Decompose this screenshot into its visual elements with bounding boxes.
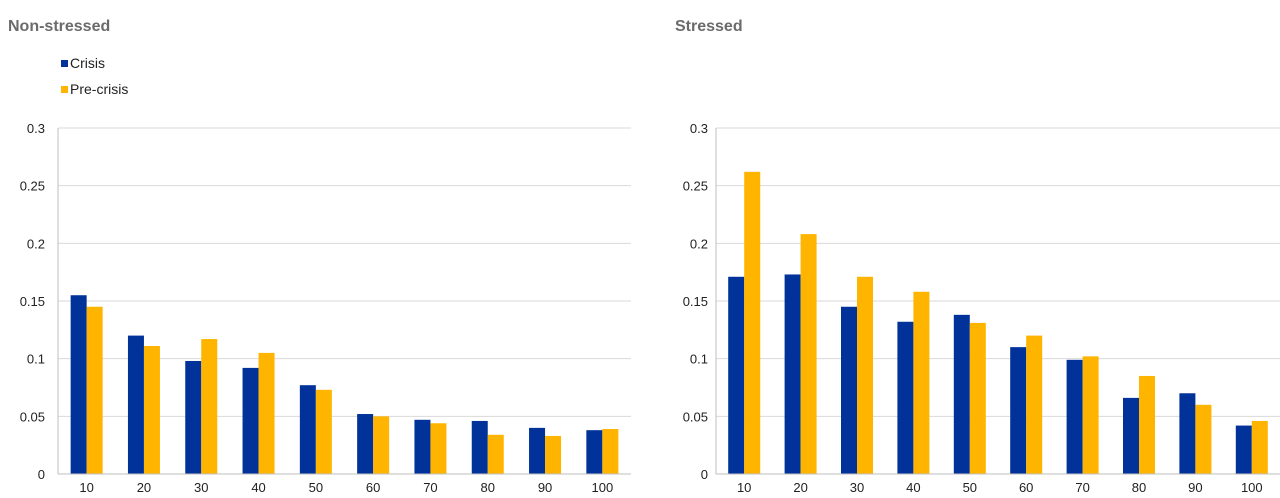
x-tick-label: 30	[194, 480, 208, 495]
legend-swatch-crisis	[61, 60, 68, 67]
bar-pre-crisis-50	[315, 389, 332, 474]
bar-crisis-10	[728, 276, 745, 474]
x-tick-label: 20	[137, 480, 151, 495]
x-tick-label: 40	[251, 480, 265, 495]
x-tick-label: 50	[309, 480, 323, 495]
x-tick-label: 40	[906, 480, 920, 495]
bar-pre-crisis-90	[545, 435, 562, 474]
bar-pre-crisis-70	[1082, 356, 1099, 474]
bar-pre-crisis-30	[857, 276, 873, 474]
y-tick-label: 0	[701, 467, 708, 482]
panel-title-non-stressed: Non-stressed	[8, 18, 110, 35]
bar-pre-crisis-80	[487, 434, 504, 474]
bar-crisis-90	[1179, 393, 1196, 474]
bar-crisis-70	[414, 419, 431, 474]
legend-label-crisis: Crisis	[70, 55, 105, 71]
legend-label-pre-crisis: Pre-crisis	[70, 81, 128, 97]
bar-pre-crisis-10	[744, 171, 761, 474]
y-tick-label: 0.3	[690, 121, 708, 136]
x-tick-label: 80	[1132, 480, 1146, 495]
panel-title-stressed: Stressed	[675, 18, 743, 35]
x-tick-label: 10	[737, 480, 751, 495]
y-tick-label: 0.15	[20, 294, 45, 309]
bar-crisis-80	[1123, 397, 1139, 474]
tick-labels: 0 0.05 0.1 0.15 0.2 0.25 0.3 10 20 30 40 50 60 70 80 90…	[683, 121, 1263, 495]
bar-pre-crisis-40	[913, 291, 930, 474]
tick-labels: 0 0.05 0.1 0.15 0.2 0.25 0.3 10 20 30 40 50 60 70 80 90…	[20, 121, 614, 495]
bar-pre-crisis-80	[1139, 375, 1155, 474]
x-tick-label: 100	[1241, 480, 1263, 495]
bar-crisis-80	[471, 420, 488, 474]
bar-pre-crisis-60	[373, 416, 390, 474]
bar-crisis-100	[1235, 425, 1252, 474]
axes	[715, 128, 1280, 475]
x-tick-label: 100	[591, 480, 613, 495]
y-tick-label: 0.05	[20, 409, 45, 424]
bars	[728, 171, 1268, 474]
y-tick-label: 0.1	[690, 352, 708, 367]
bar-pre-crisis-20	[143, 345, 160, 474]
x-tick-label: 60	[1019, 480, 1033, 495]
bar-pre-crisis-70	[430, 423, 447, 474]
bar-crisis-40	[897, 321, 914, 474]
y-tick-label: 0.15	[683, 294, 708, 309]
bar-pre-crisis-10	[86, 306, 103, 474]
x-tick-label: 10	[79, 480, 93, 495]
bar-pre-crisis-30	[201, 339, 218, 474]
bar-crisis-30	[841, 306, 857, 474]
y-tick-label: 0.2	[690, 236, 708, 251]
bar-pre-crisis-90	[1195, 404, 1212, 474]
x-tick-label: 80	[481, 480, 495, 495]
y-tick-label: 0.05	[683, 409, 708, 424]
bar-pre-crisis-100	[602, 429, 619, 474]
bar-crisis-50	[953, 314, 970, 474]
bar-crisis-70	[1066, 359, 1083, 474]
panel-non-stressed: Non-stressed Crisis Pre-crisis 00.050.10…	[8, 18, 631, 495]
bar-pre-crisis-20	[800, 234, 817, 474]
y-tick-label: 0.2	[27, 236, 45, 251]
x-tick-label: 20	[793, 480, 807, 495]
bar-pre-crisis-50	[969, 322, 986, 474]
x-tick-label: 30	[850, 480, 864, 495]
bar-crisis-40	[242, 367, 259, 474]
bar-crisis-50	[299, 385, 316, 474]
bar-crisis-30	[185, 360, 202, 474]
bar-crisis-100	[586, 430, 603, 474]
y-tick-label: 0	[38, 467, 45, 482]
bar-crisis-60	[357, 414, 374, 474]
bar-pre-crisis-40	[258, 352, 275, 474]
bar-crisis-90	[529, 427, 546, 474]
legend-swatch-pre-crisis	[61, 86, 68, 93]
x-tick-label: 70	[1075, 480, 1089, 495]
bar-crisis-10	[70, 295, 87, 474]
bar-pre-crisis-100	[1251, 420, 1268, 474]
y-tick-label: 0.1	[27, 352, 45, 367]
bar-pre-crisis-60	[1026, 335, 1043, 474]
x-tick-label: 70	[423, 480, 437, 495]
bar-crisis-60	[1010, 347, 1027, 474]
bar-crisis-20	[784, 274, 801, 474]
x-tick-label: 90	[1188, 480, 1202, 495]
axes	[57, 128, 631, 475]
x-tick-label: 90	[538, 480, 552, 495]
legend: Crisis Pre-crisis	[61, 55, 128, 97]
x-tick-label: 50	[963, 480, 977, 495]
y-tick-label: 0.25	[683, 179, 708, 194]
panel-stressed: Stressed 0 0.05 0.1 0.15 0.2 0.25 0.3 10 20 30 40 5…	[675, 18, 1280, 495]
bars	[70, 295, 619, 474]
x-tick-label: 60	[366, 480, 380, 495]
y-tick-label: 0.25	[20, 179, 45, 194]
y-tick-label: 0.3	[27, 121, 45, 136]
bar-crisis-20	[127, 335, 144, 474]
